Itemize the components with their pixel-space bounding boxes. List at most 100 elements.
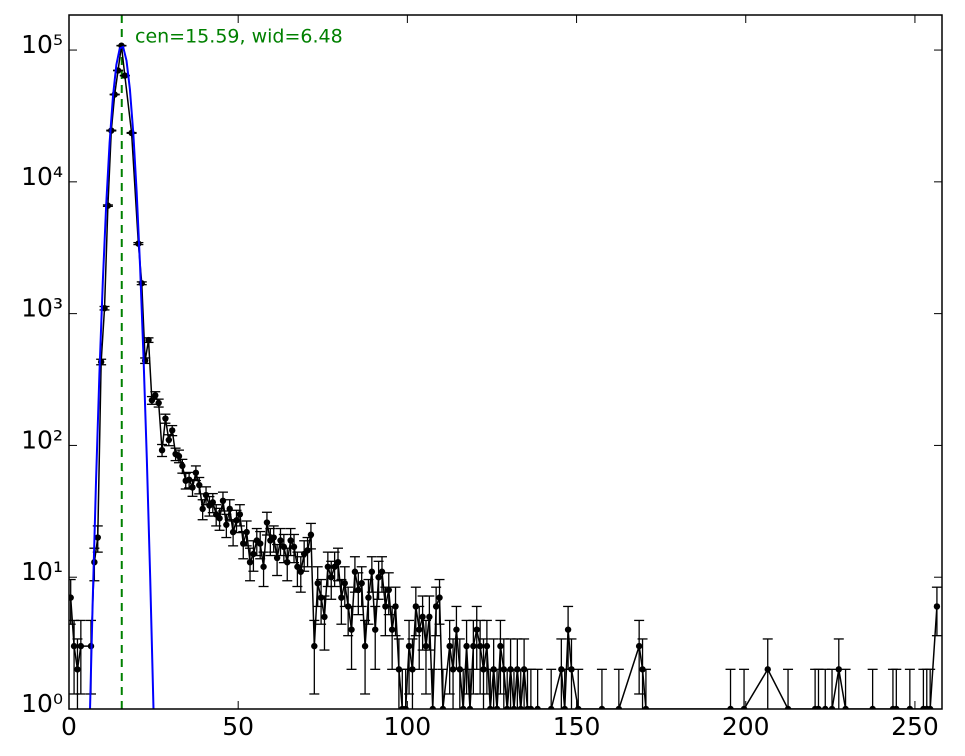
x-tick-label: 200 <box>722 712 770 741</box>
data-point <box>510 705 518 709</box>
data-point <box>470 642 477 650</box>
error-bar <box>596 668 607 709</box>
error-bar <box>833 638 844 709</box>
data-point <box>527 705 535 709</box>
annotation: cen=15.59, wid=6.48 <box>135 26 343 48</box>
data-point <box>209 499 217 506</box>
error-bar <box>519 638 530 709</box>
data-point <box>361 642 369 650</box>
error-bar <box>931 586 942 637</box>
data-point <box>338 594 345 601</box>
error-bar <box>424 595 435 651</box>
data-point <box>175 452 183 460</box>
error-bar <box>407 638 418 709</box>
data-point <box>294 563 301 570</box>
data-point <box>260 563 267 570</box>
data-point <box>642 705 650 709</box>
error-bar <box>434 578 445 625</box>
data-point <box>906 705 914 709</box>
data-point <box>355 586 362 594</box>
error-bar <box>346 605 357 670</box>
data-point <box>94 534 101 541</box>
error-bar <box>309 619 320 695</box>
data-point <box>219 497 227 505</box>
data-point <box>409 666 416 673</box>
data-point <box>240 540 247 547</box>
data-point <box>165 436 173 444</box>
data-point <box>77 642 85 650</box>
data-point <box>463 642 470 650</box>
data-point <box>635 642 643 650</box>
data-point <box>334 558 342 566</box>
data-point <box>348 626 355 633</box>
data-point <box>351 568 359 575</box>
data-point <box>497 642 504 650</box>
data-point <box>487 705 494 709</box>
x-tick-label: 250 <box>891 712 939 741</box>
data-point <box>473 626 480 633</box>
error-bar <box>532 668 543 709</box>
data-point <box>615 705 623 709</box>
data-point <box>270 534 277 541</box>
error-bar <box>925 668 936 709</box>
data-point <box>236 511 244 518</box>
data-point <box>480 666 487 673</box>
data-point <box>246 558 254 566</box>
x-tick-label: 150 <box>553 712 601 741</box>
data-point <box>815 705 822 709</box>
data-point <box>893 705 900 709</box>
data-point <box>199 505 206 513</box>
error-bar <box>840 668 851 709</box>
data-point <box>233 517 240 524</box>
data-point <box>378 568 386 575</box>
data-point <box>290 543 298 551</box>
error-bar <box>573 668 584 709</box>
x-tick-label: 50 <box>222 712 254 741</box>
data-point <box>446 642 453 650</box>
data-point <box>534 705 541 709</box>
data-point <box>304 547 311 554</box>
data-point <box>784 705 792 709</box>
data-point <box>284 558 291 566</box>
data-point <box>324 563 332 570</box>
data-point <box>405 642 413 650</box>
data-point <box>764 666 771 673</box>
error-bar <box>783 668 794 709</box>
error-bar <box>827 668 838 709</box>
data-point <box>385 586 392 594</box>
data-point <box>243 528 250 536</box>
error-bar <box>390 586 401 637</box>
data-point <box>162 415 169 422</box>
error-bar <box>891 668 902 709</box>
data-point <box>476 642 484 650</box>
error-bar <box>546 668 557 709</box>
data-point <box>226 505 233 513</box>
data-point <box>436 594 443 601</box>
error-bar <box>637 638 648 709</box>
x-tick-label: 0 <box>61 712 77 741</box>
error-bar <box>437 668 448 709</box>
y-tick-label: 10¹ <box>21 557 63 586</box>
error-bar <box>725 668 736 709</box>
data-point <box>101 304 108 312</box>
data-point <box>250 550 257 558</box>
data-point <box>216 515 223 522</box>
plot-layer <box>69 15 942 709</box>
data-point <box>869 705 876 709</box>
data-point <box>321 613 328 621</box>
data-point <box>277 537 284 544</box>
data-point <box>547 705 555 709</box>
data-point <box>382 603 389 610</box>
data-point <box>70 642 78 650</box>
data-point <box>314 580 321 587</box>
error-bar <box>75 619 86 695</box>
data-point <box>121 72 129 79</box>
data-point <box>517 705 524 709</box>
data-point <box>74 666 81 673</box>
data-point <box>419 613 426 621</box>
data-point <box>256 540 264 547</box>
data-point <box>503 705 511 709</box>
error-bar <box>867 668 878 709</box>
data-point <box>926 705 934 709</box>
